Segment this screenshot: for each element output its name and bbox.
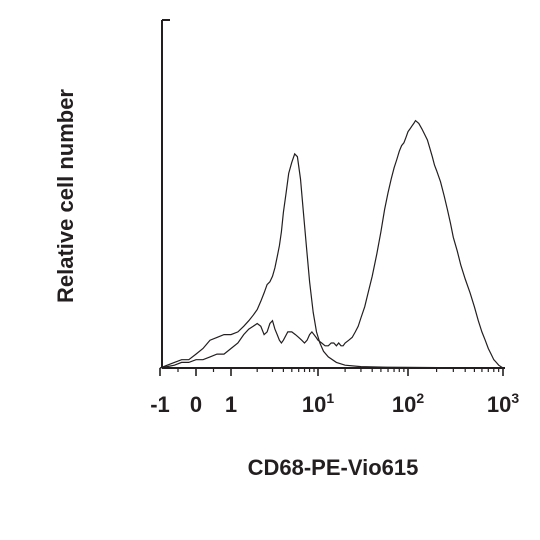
histogram-series-1 xyxy=(159,152,503,369)
x-axis-label: CD68-PE-Vio615 xyxy=(248,455,419,480)
y-axis-label: Relative cell number xyxy=(53,89,78,303)
histogram-series-2 xyxy=(159,119,504,369)
x-tick-label: 1 xyxy=(225,392,237,417)
x-tick-label: 101 xyxy=(302,390,334,417)
x-tick-label: 103 xyxy=(487,390,519,417)
x-tick-label: 0 xyxy=(190,392,202,417)
x-tick-label: 102 xyxy=(392,390,424,417)
x-tick-label: -1 xyxy=(150,392,170,417)
